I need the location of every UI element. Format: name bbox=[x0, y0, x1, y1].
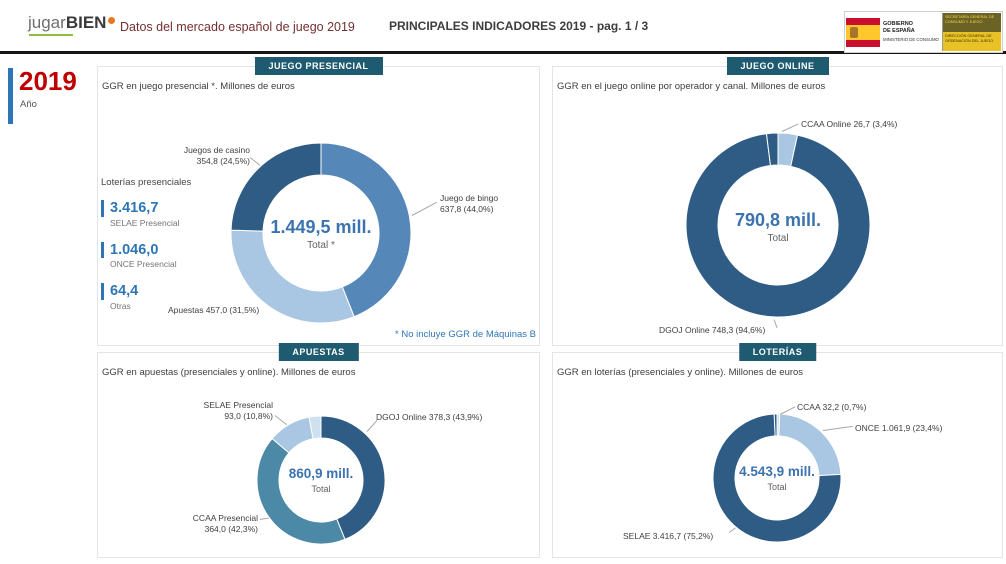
callout-dgoj-online: DGOJ Online 748,3 (94,6%) bbox=[659, 325, 766, 335]
report-title: Datos del mercado español de juego 2019 bbox=[120, 20, 355, 34]
year-slicer: 2019 Año bbox=[8, 66, 92, 128]
header-bar: jugarBIEN Datos del mercado español de j… bbox=[0, 0, 1006, 54]
logo-text-jugar: jugar bbox=[28, 13, 66, 32]
chart-subtitle-presencial: GGR en juego presencial *. Millones de e… bbox=[102, 81, 295, 92]
coat-of-arms-icon bbox=[850, 26, 858, 38]
donut-chart-presencial[interactable] bbox=[221, 133, 421, 333]
donut-chart-online[interactable] bbox=[678, 125, 878, 325]
callout-selae-presencial: SELAE Presencial 93,0 (10,8%) bbox=[203, 400, 273, 422]
report-subtitle: PRINCIPALES INDICADORES 2019 - pag. 1 / … bbox=[389, 19, 649, 33]
kpi-otras: 64,4 Otras bbox=[101, 283, 233, 311]
panel-juego-presencial: JUEGO PRESENCIAL GGR en juego presencial… bbox=[97, 57, 540, 346]
year-slicer-accent-bar bbox=[8, 68, 13, 124]
chart-subtitle-apuestas: GGR en apuestas (presenciales y online).… bbox=[102, 367, 356, 378]
callout-ccaa-loterias: CCAA 32,2 (0,7%) bbox=[797, 402, 867, 412]
panel-juego-online: JUEGO ONLINE GGR en el juego online por … bbox=[552, 57, 1003, 346]
panel-title-apuestas: APUESTAS bbox=[278, 343, 359, 361]
kpi-once-presencial: 1.046,0 ONCE Presencial bbox=[101, 241, 233, 269]
callout-juegos-de-casino: Juegos de casino 354,8 (24,5%) bbox=[183, 145, 250, 167]
donut-chart-loterias[interactable] bbox=[707, 408, 847, 548]
callout-selae-loterias: SELAE 3.416,7 (75,2%) bbox=[623, 531, 714, 541]
logo-tagline-bar bbox=[29, 34, 73, 36]
chart-subtitle-online: GGR en el juego online por operador y ca… bbox=[557, 81, 826, 92]
agency-text: SECRETARÍA GENERAL DE CONSUMO Y JUEGO DI… bbox=[943, 13, 1001, 51]
jugarbien-logo: jugarBIEN bbox=[28, 13, 116, 36]
footnote-maquinas-b: * No incluye GGR de Máquinas B bbox=[395, 329, 536, 340]
chart-subtitle-loterias: GGR en loterías (presenciales y online).… bbox=[557, 367, 804, 378]
kpi-selae-presencial: 3.416,7 SELAE Presencial bbox=[101, 200, 233, 228]
panel-apuestas: APUESTAS GGR en apuestas (presenciales y… bbox=[97, 343, 540, 558]
donut-chart-apuestas[interactable] bbox=[251, 410, 391, 550]
logo-dot-icon bbox=[108, 17, 116, 24]
loterias-presenciales-kpis: Loterías presenciales 3.416,7 SELAE Pres… bbox=[101, 177, 233, 325]
panel-loterias: LOTERÍAS GGR en loterías (presenciales y… bbox=[552, 343, 1003, 558]
callout-apuestas: Apuestas 457,0 (31,5%) bbox=[168, 305, 260, 315]
government-text: GOBIERNO DE ESPAÑA MINISTERIO DE CONSUMO bbox=[880, 13, 943, 51]
callout-dgoj-online-apuestas: DGOJ Online 378,3 (43,9%) bbox=[376, 412, 483, 422]
callout-ccaa-presencial: CCAA Presencial 364,0 (42,3%) bbox=[192, 513, 258, 535]
callout-ccaa-online: CCAA Online 26,7 (3,4%) bbox=[801, 119, 898, 129]
gobierno-espana-logo: GOBIERNO DE ESPAÑA MINISTERIO DE CONSUMO… bbox=[844, 11, 1003, 53]
callout-once-loterias: ONCE 1.061,9 (23,4%) bbox=[855, 423, 943, 433]
logo-text-bien: BIEN bbox=[65, 13, 107, 32]
panel-title-loterias: LOTERÍAS bbox=[738, 343, 817, 361]
panel-title-juego-presencial: JUEGO PRESENCIAL bbox=[254, 57, 383, 75]
spain-flag-icon bbox=[846, 13, 880, 51]
year-value[interactable]: 2019 bbox=[19, 66, 77, 96]
callout-juego-de-bingo: Juego de bingo 637,8 (44,0%) bbox=[440, 193, 499, 215]
year-label: Año bbox=[20, 99, 37, 110]
kpi-group-title: Loterías presenciales bbox=[101, 177, 192, 188]
panel-title-juego-online: JUEGO ONLINE bbox=[726, 57, 829, 75]
